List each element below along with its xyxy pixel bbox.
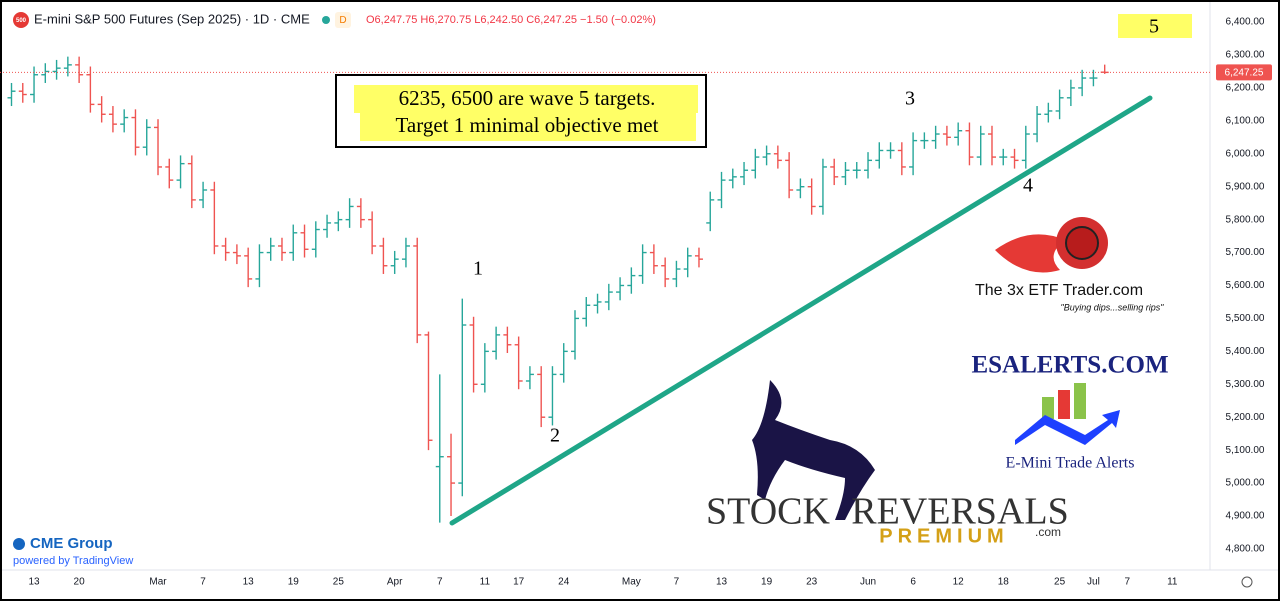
x-tick-label: 18 bbox=[998, 577, 1010, 588]
y-tick-label: 5,800.00 bbox=[1226, 214, 1265, 225]
cme-icon bbox=[13, 538, 25, 550]
x-tick-label: 24 bbox=[558, 577, 570, 588]
callout-line: 6235, 6500 are wave 5 targets. bbox=[399, 86, 656, 110]
y-tick-label: 5,300.00 bbox=[1226, 379, 1265, 390]
x-tick-label: Mar bbox=[149, 577, 167, 588]
y-tick-label: 4,800.00 bbox=[1226, 544, 1265, 555]
stock-reversals-logo: STOCK REVERSALS .com PREMIUM bbox=[706, 380, 1069, 547]
x-tick-label: 19 bbox=[288, 577, 300, 588]
x-tick-label: 20 bbox=[74, 577, 86, 588]
y-tick-label: 5,100.00 bbox=[1226, 445, 1265, 456]
etf-trader-name: The 3x ETF Trader.com bbox=[975, 282, 1143, 299]
x-tick-label: Jun bbox=[860, 577, 876, 588]
y-tick-label: 6,100.00 bbox=[1226, 115, 1265, 126]
x-tick-label: 12 bbox=[953, 577, 965, 588]
callout-line: Target 1 minimal objective met bbox=[396, 113, 659, 137]
status-dot bbox=[322, 16, 330, 24]
y-tick-label: 4,900.00 bbox=[1226, 511, 1265, 522]
interval-badge-bg bbox=[335, 12, 351, 28]
x-tick-label: 7 bbox=[1124, 577, 1130, 588]
y-tick-label: 5,700.00 bbox=[1226, 247, 1265, 258]
symbol-icon bbox=[13, 12, 29, 28]
y-tick-label: 6,400.00 bbox=[1226, 17, 1265, 28]
x-tick-label: Apr bbox=[387, 577, 403, 588]
x-tick-label: 25 bbox=[1054, 577, 1066, 588]
wave-label: 5 bbox=[1149, 16, 1159, 38]
y-tick-label: 5,600.00 bbox=[1226, 280, 1265, 291]
x-tick-label: May bbox=[622, 577, 641, 588]
esalerts-name: ESALERTS.COM bbox=[971, 352, 1168, 379]
x-tick-label: 6 bbox=[910, 577, 916, 588]
x-tick-label: 17 bbox=[513, 577, 525, 588]
last-price-label: 6,247.25 bbox=[1225, 68, 1264, 79]
x-tick-label: 13 bbox=[716, 577, 728, 588]
trendline bbox=[449, 95, 1153, 526]
logo-reversals: REVERSALS bbox=[851, 491, 1068, 533]
y-tick-label: 5,500.00 bbox=[1226, 313, 1265, 324]
x-tick-label: 7 bbox=[200, 577, 206, 588]
y-tick-label: 6,300.00 bbox=[1226, 50, 1265, 61]
etf-trader-logo: The 3x ETF Trader.com "Buying dips...sel… bbox=[975, 217, 1164, 312]
etf-trader-tagline: "Buying dips...selling rips" bbox=[1061, 302, 1165, 312]
logo-com: .com bbox=[1035, 525, 1061, 539]
chart-title: E-mini S&P 500 Futures (Sep 2025) · 1D ·… bbox=[34, 11, 310, 26]
cme-brand: CME Group bbox=[30, 535, 113, 552]
interval-badge: D bbox=[339, 15, 346, 26]
symbol-badge: 500 bbox=[16, 18, 27, 24]
x-tick-label: 13 bbox=[243, 577, 255, 588]
powered-by: powered by TradingView bbox=[13, 555, 133, 567]
y-tick-label: 6,000.00 bbox=[1226, 148, 1265, 159]
legend-quote: O6,247.75 H6,270.75 L6,242.50 C6,247.25 … bbox=[366, 14, 656, 26]
x-tick-label: Jul bbox=[1087, 577, 1100, 588]
callout-highlight bbox=[360, 113, 696, 141]
last-price-tag bbox=[1216, 64, 1272, 81]
settings-icon bbox=[1241, 576, 1253, 588]
x-tick-label: 11 bbox=[480, 577, 491, 588]
y-tick-label: 5,900.00 bbox=[1226, 181, 1265, 192]
esalerts-logo: ESALERTS.COM E-Mini Trade Alerts bbox=[971, 352, 1168, 472]
y-tick-label: 5,200.00 bbox=[1226, 412, 1265, 423]
x-tick-label: 23 bbox=[806, 577, 818, 588]
y-tick-label: 6,200.00 bbox=[1226, 83, 1265, 94]
x-tick-label: 11 bbox=[1167, 577, 1178, 588]
wave-label: 3 bbox=[905, 88, 915, 110]
logo-premium: PREMIUM bbox=[879, 525, 1008, 547]
esalerts-tagline: E-Mini Trade Alerts bbox=[1006, 455, 1135, 472]
logo-stock: STOCK bbox=[706, 491, 830, 533]
wave-label: 2 bbox=[550, 425, 560, 447]
x-tick-label: 25 bbox=[333, 577, 345, 588]
wave-label: 4 bbox=[1023, 175, 1033, 197]
bars bbox=[7, 56, 1109, 523]
callout-highlight bbox=[354, 85, 698, 113]
y-tick-label: 5,400.00 bbox=[1226, 346, 1265, 357]
x-tick-label: 7 bbox=[674, 577, 680, 588]
x-tick-label: 13 bbox=[28, 577, 40, 588]
y-tick-label: 5,000.00 bbox=[1226, 478, 1265, 489]
x-tick-label: 19 bbox=[761, 577, 773, 588]
x-tick-label: 7 bbox=[437, 577, 443, 588]
wave-label: 1 bbox=[473, 258, 483, 280]
wave5-box bbox=[1118, 14, 1192, 38]
